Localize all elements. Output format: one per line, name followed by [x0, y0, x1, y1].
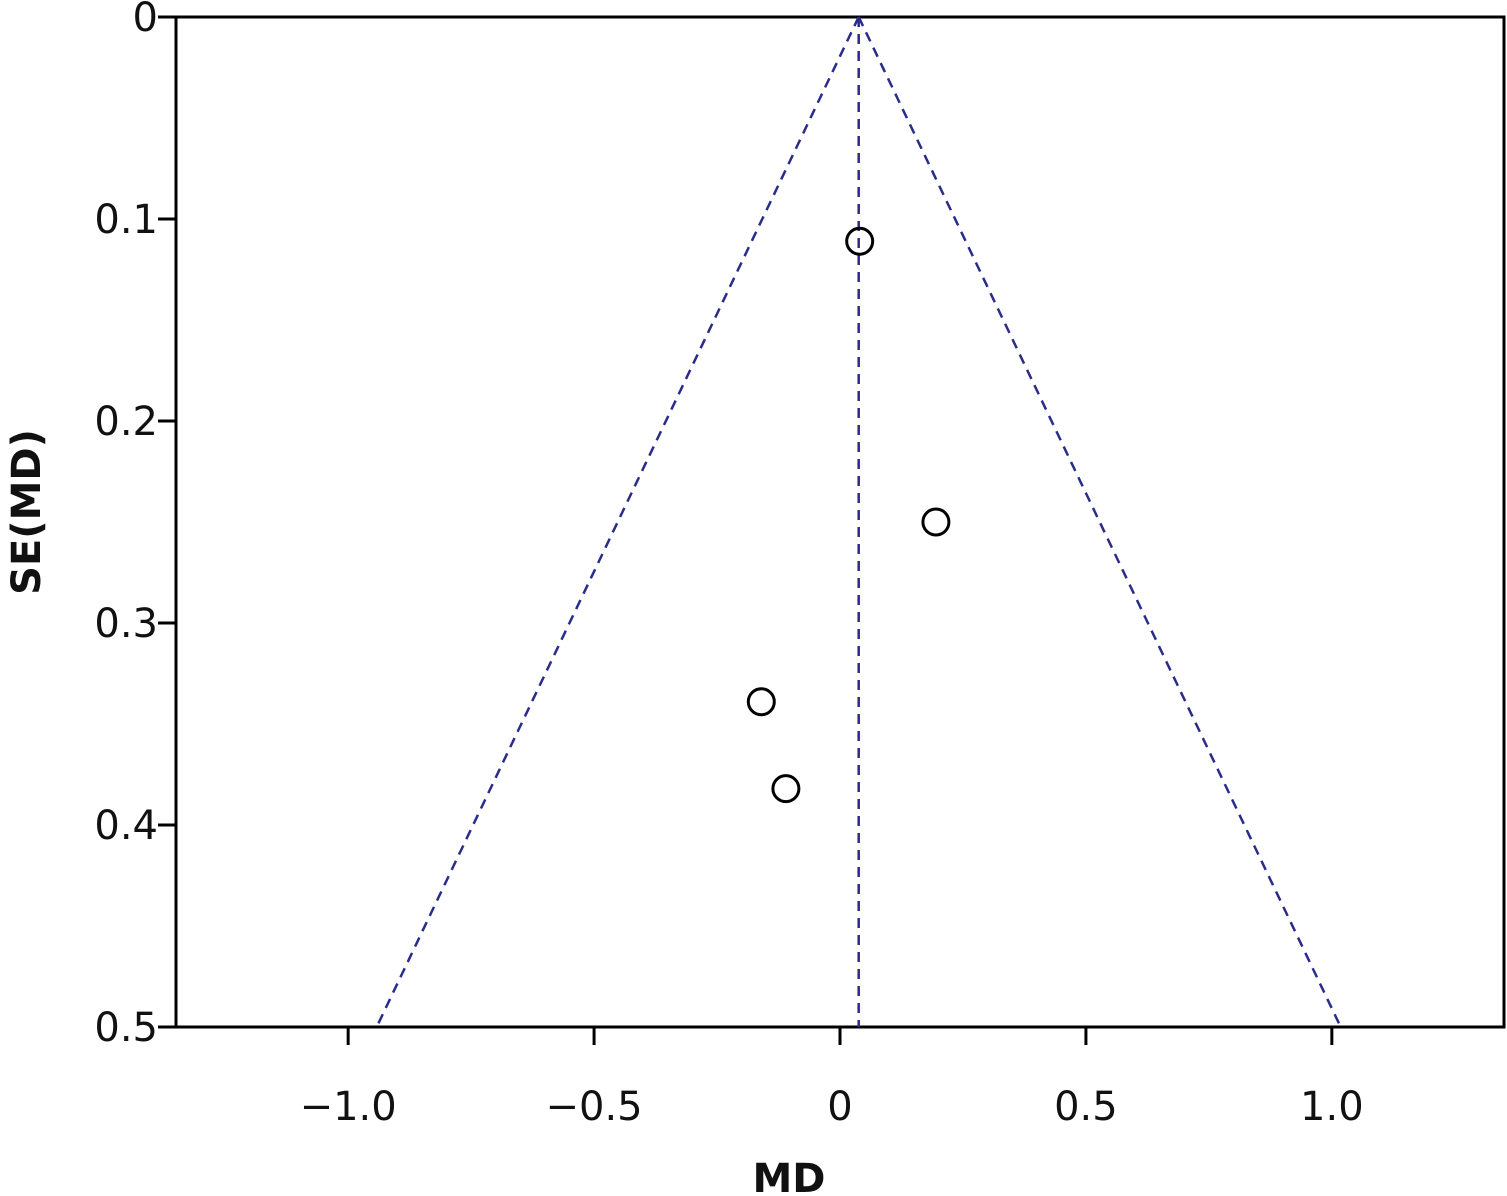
- y-tick-label-3: 0.3: [94, 601, 158, 647]
- study-point-1: [845, 226, 875, 256]
- plot-frame: [174, 15, 1506, 1029]
- funnel-limit-right: [857, 16, 1342, 1028]
- y-tick-label-5: 0.5: [94, 1005, 158, 1051]
- funnel-lines: [375, 16, 1342, 1028]
- study-point-2: [921, 507, 951, 537]
- x-tick-label-0: −1.0: [300, 1084, 397, 1130]
- y-tick-label-0: 0: [133, 0, 158, 41]
- x-axis-title: MD: [752, 1156, 825, 1196]
- study-point-3: [746, 687, 776, 717]
- x-tick-label-4: 1.0: [1300, 1084, 1364, 1130]
- y-tick-label-4: 0.4: [94, 803, 158, 849]
- funnel-limit-left: [375, 16, 860, 1028]
- x-tick-label-1: −0.5: [546, 1084, 643, 1130]
- x-axis: −1.0 −0.5 0 0.5 1.0: [300, 1027, 1364, 1130]
- y-tick-label-1: 0.1: [94, 197, 158, 243]
- data-points: [746, 226, 951, 804]
- y-axis-title: SE(MD): [4, 429, 50, 595]
- y-axis: 0 0.1 0.2 0.3 0.4 0.5: [94, 0, 176, 1051]
- x-tick-label-2: 0: [827, 1084, 852, 1130]
- y-tick-label-2: 0.2: [94, 399, 158, 445]
- plot-border: [174, 15, 1506, 1029]
- x-tick-label-3: 0.5: [1054, 1084, 1118, 1130]
- study-point-4: [771, 774, 801, 804]
